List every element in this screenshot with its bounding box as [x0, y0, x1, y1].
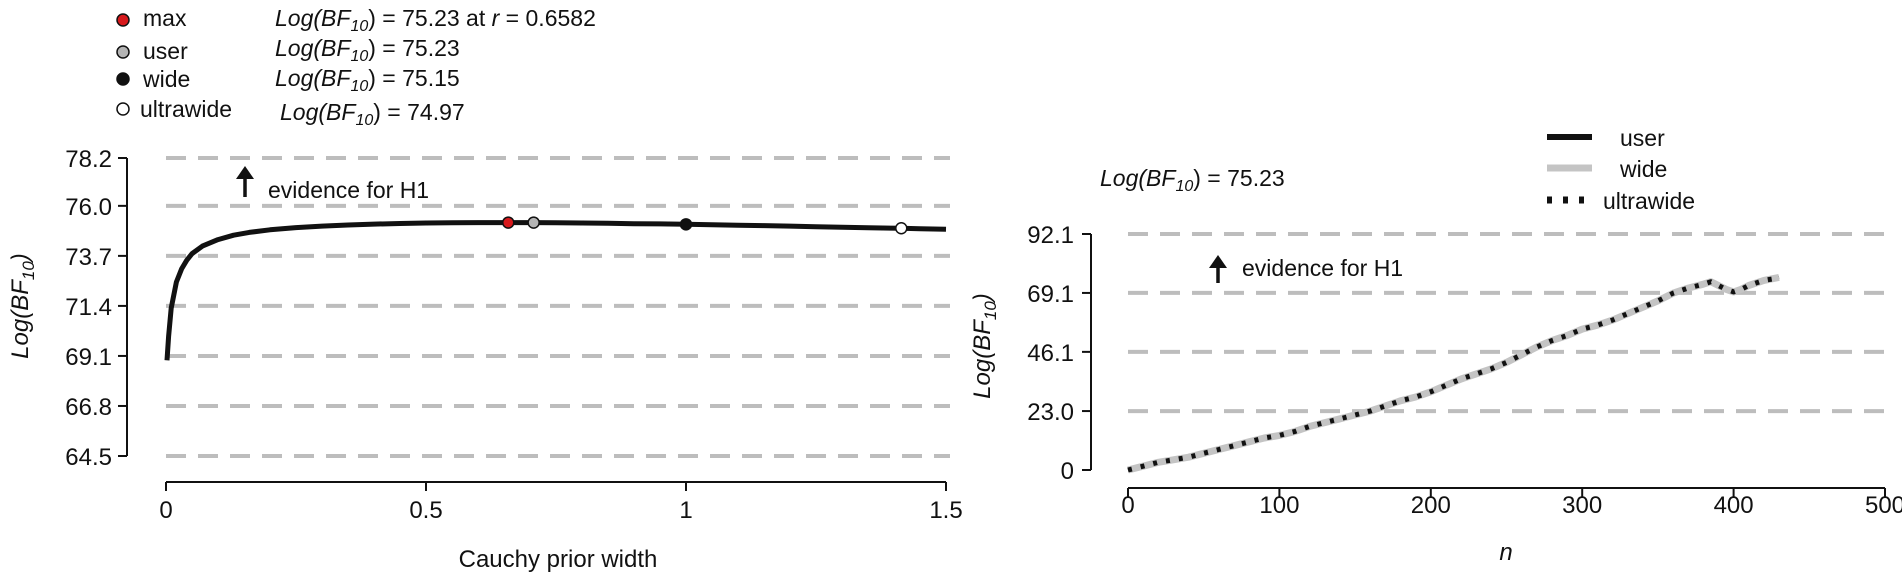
sequential-evidence-annotation: evidence for H1	[1209, 255, 1403, 283]
evidence-arrowhead	[236, 166, 254, 179]
sequential-x-axis-label: n	[1499, 539, 1512, 566]
x-tick-label: 400	[1714, 492, 1754, 519]
robustness-evidence-annotation: evidence for H1	[236, 166, 429, 203]
sequential-legend: user wide ultrawide	[1547, 125, 1695, 214]
evidence-label: evidence for H1	[268, 177, 429, 203]
x-tick-label: 0	[1121, 492, 1134, 519]
robustness-line	[164, 220, 947, 361]
legend-value-wide: Log(BF10) = 75.15	[275, 65, 460, 95]
x-tick-label: 200	[1411, 492, 1451, 519]
sequential-value-text: Log(BF10) = 75.23	[1100, 165, 1285, 195]
x-tick-label: 1	[679, 497, 692, 524]
x-tick-label: 1.5	[929, 497, 962, 524]
y-tick-label: 69.1	[1027, 281, 1074, 308]
x-tick-label: 300	[1562, 492, 1602, 519]
point-user	[527, 216, 540, 229]
legend-label-user: user	[1620, 125, 1665, 151]
legend-marker-user	[116, 45, 130, 59]
legend-value-user: Log(BF10) = 75.23	[275, 35, 460, 65]
legend-label-wide: wide	[1619, 156, 1667, 182]
y-tick-label: 46.1	[1027, 340, 1074, 367]
legend-value-max: Log(BF10) = 75.23 at r = 0.6582	[275, 5, 596, 35]
evidence-label: evidence for H1	[1242, 255, 1403, 281]
y-tick-label: 76.0	[65, 194, 112, 221]
y-tick-label: 64.5	[65, 444, 112, 471]
y-tick-label: 92.1	[1027, 222, 1074, 249]
robustness-x-axis-label: Cauchy prior width	[459, 546, 658, 573]
legend-marker-max	[116, 13, 130, 27]
evidence-arrowhead	[1209, 255, 1227, 268]
series-line-ultrawide	[1127, 275, 1780, 473]
point-wide	[679, 218, 693, 231]
series-line-wide	[1127, 273, 1780, 474]
x-tick-label: 0	[159, 497, 172, 524]
point-ultrawide	[895, 222, 908, 235]
legend-label-max: max	[143, 5, 187, 31]
sequential-series	[1127, 273, 1780, 474]
sequential-axes: 0 23.0 46.1 69.1 92.1 0 100 200 300 400 500	[1027, 222, 1902, 519]
robustness-legend: max Log(BF10) = 75.23 at r = 0.6582 user Lo…	[116, 5, 596, 129]
y-tick-label: 71.4	[65, 294, 112, 321]
legend-label-ultrawide: ultrawide	[1603, 188, 1695, 214]
y-tick-label: 66.8	[65, 394, 112, 421]
robustness-points	[502, 216, 908, 235]
robustness-curve	[164, 220, 947, 361]
sequential-y-axis-label: Log(BF10)	[969, 293, 1000, 399]
y-tick-label: 78.2	[65, 146, 112, 173]
robustness-gridlines	[166, 156, 950, 458]
legend-label-user: user	[143, 38, 188, 64]
y-tick-label: 69.1	[65, 344, 112, 371]
x-tick-label: 100	[1259, 492, 1299, 519]
series-line-user	[1127, 275, 1780, 472]
x-tick-label: 0.5	[409, 497, 442, 524]
legend-marker-ultrawide	[116, 102, 130, 116]
legend-label-wide: wide	[142, 66, 190, 92]
legend-marker-wide	[116, 72, 130, 86]
legend-value-ultrawide: Log(BF10) = 74.97	[280, 99, 465, 129]
robustness-y-axis-label: Log(BF10)	[7, 253, 38, 359]
y-tick-label: 23.0	[1027, 399, 1074, 426]
x-tick-label: 500	[1865, 492, 1902, 519]
y-tick-label: 0	[1061, 458, 1074, 485]
robustness-axes: 64.5 66.8 69.1 71.4 73.7 76.0 78.2 0 0.5 1 1.5	[65, 146, 962, 524]
y-tick-label: 73.7	[65, 244, 112, 271]
legend-label-ultrawide: ultrawide	[140, 96, 232, 122]
point-max	[502, 216, 515, 229]
